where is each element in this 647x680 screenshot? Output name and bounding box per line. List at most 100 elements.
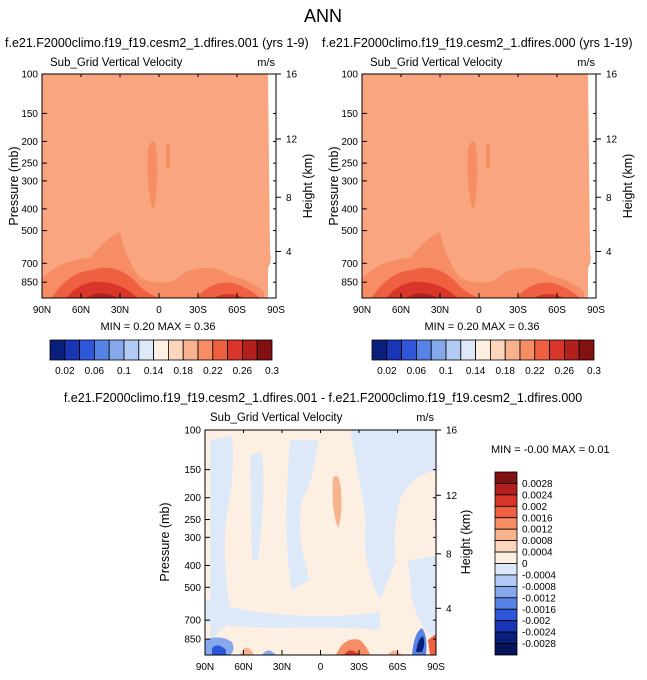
positive-surface-strong [344,650,360,655]
x-tick-label: 60S [548,305,566,316]
height-tick-label: 8 [286,193,292,204]
y-tick-label: 100 [184,426,201,437]
y-tick-label: 200 [184,493,201,504]
colorbar-box [494,528,518,542]
colorbar-box [494,540,518,553]
colorbar-label: -0.0012 [522,593,556,604]
x-tick-label: 90S [427,662,445,673]
height-tick-label: 12 [286,134,298,145]
y-tick-label: 100 [341,70,358,81]
colorbar-box [504,339,521,361]
colorbar-label: -0.0024 [522,628,556,639]
y-tick-label: 250 [341,159,358,170]
colorbar-box [494,643,518,656]
pressure-axis: 100 150 200 250 300 400 500 700 850 [184,426,436,646]
colorbar-box [138,339,155,361]
negative-region [408,556,436,640]
y-tick-label: 150 [341,109,358,120]
colorbar-right: 0.02 0.06 0.1 0.14 0.18 0.22 0.26 0.3 [371,339,601,377]
panel-dfires-000: f.e21.F2000climo.f19_f19.cesm2_1.dfires.… [322,36,635,333]
colorbar-box [415,339,432,361]
x-tick-label: 30S [189,305,207,316]
positive-surface [388,650,402,655]
negative-region [250,452,264,560]
colorbar-box [578,339,595,361]
x-tick-label: 0 [318,662,324,673]
colorbar-label: 0.26 [233,366,253,377]
pressure-axis: 100 150 200 250 300 400 500 700 850 [21,70,276,289]
colorbar-box [519,339,536,361]
colorbar-label: 0.06 [85,366,105,377]
y-right-axis-label: Height (km) [459,510,473,575]
upper-maximum-small [166,143,170,168]
negative-region [350,430,436,600]
colorbar-left: 0.02 0.06 0.1 0.14 0.18 0.22 0.26 0.3 [49,339,279,377]
missing-data-edge [268,74,276,298]
colorbar-label: -0.0004 [522,570,556,581]
latitude-axis: 90N 60N 30N 0 30S 60S 90S [33,74,285,316]
min-max-stats: MIN = -0.00 MAX = 0.01 [491,444,610,456]
colorbar-box [494,620,518,633]
colorbar-label: 0.0028 [522,479,553,490]
panel-title: f.e21.F2000climo.f19_f19.cesm2_1.dfires.… [5,36,309,50]
colorbar-box [494,631,518,644]
colorbar-label: -0.002 [522,616,551,627]
page-title: ANN [304,6,342,26]
units-label: m/s [257,57,275,69]
colorbar-label: 0.06 [407,366,427,377]
colorbar-box [227,339,243,361]
y-axis-label: Pressure (mb) [7,146,21,225]
colorbar-label: 0.1 [117,366,131,377]
height-axis: 16 12 8 4 [276,70,298,258]
height-tick-label: 8 [446,549,452,560]
x-tick-label: 0 [476,305,482,316]
upper-maximum [467,141,478,210]
colorbar-difference: 0.00280.00240.0020.00160.00120.00080.000… [494,471,556,656]
positive-surface [336,639,370,655]
x-tick-label: 60S [389,662,407,673]
panel-title: f.e21.F2000climo.f19_f19.cesm2_1.dfires.… [64,391,582,405]
y-tick-label: 400 [184,561,201,572]
height-tick-label: 16 [606,70,618,81]
colorbar-box [197,339,214,361]
panel-subtitle: Sub_Grid Vertical Velocity [50,57,183,69]
colorbar-box [445,339,462,361]
colorbar-box [256,339,273,361]
y-tick-label: 300 [21,176,38,187]
units-label: m/s [416,412,434,424]
colorbar-box [494,608,518,622]
negative-surface [262,650,276,655]
latitude-axis: 90N 60N 30N 0 30S 60S 90S [196,430,445,673]
height-tick-label: 8 [606,193,612,204]
panel-subtitle: Sub_Grid Vertical Velocity [210,412,343,424]
colorbar-box [79,339,95,361]
colorbar-label: 0.18 [173,366,193,377]
colorbar-box [494,574,518,587]
y-tick-label: 850 [341,278,358,289]
colorbar-label: 0.14 [144,366,164,377]
y-tick-label: 250 [184,515,201,526]
colorbar-box [494,585,518,599]
colorbar-label: -0.0016 [522,605,556,616]
y-tick-label: 200 [341,137,358,148]
upper-maximum-small [486,143,490,168]
colorbar-box [94,339,110,361]
y-tick-label: 150 [21,109,38,120]
x-tick-label: 60N [72,305,90,316]
x-tick-label: 60S [228,305,246,316]
colorbar-label: 0.1 [439,366,453,377]
colorbar-box [564,339,580,361]
colorbar-box [241,339,258,361]
upper-maximum [147,141,158,210]
colorbar-label: 0.0004 [522,548,553,559]
colorbar-box [534,339,550,361]
colorbar-box [49,339,66,361]
x-tick-label: 30N [273,662,291,673]
y-tick-label: 700 [341,259,358,270]
x-tick-label: 90N [196,662,214,673]
min-max-stats: MIN = 0.20 MAX = 0.36 [425,321,540,333]
x-tick-label: 90N [353,305,371,316]
colorbar-label: 0.02 [377,366,397,377]
height-tick-label: 4 [606,247,612,258]
units-label: m/s [577,57,595,69]
